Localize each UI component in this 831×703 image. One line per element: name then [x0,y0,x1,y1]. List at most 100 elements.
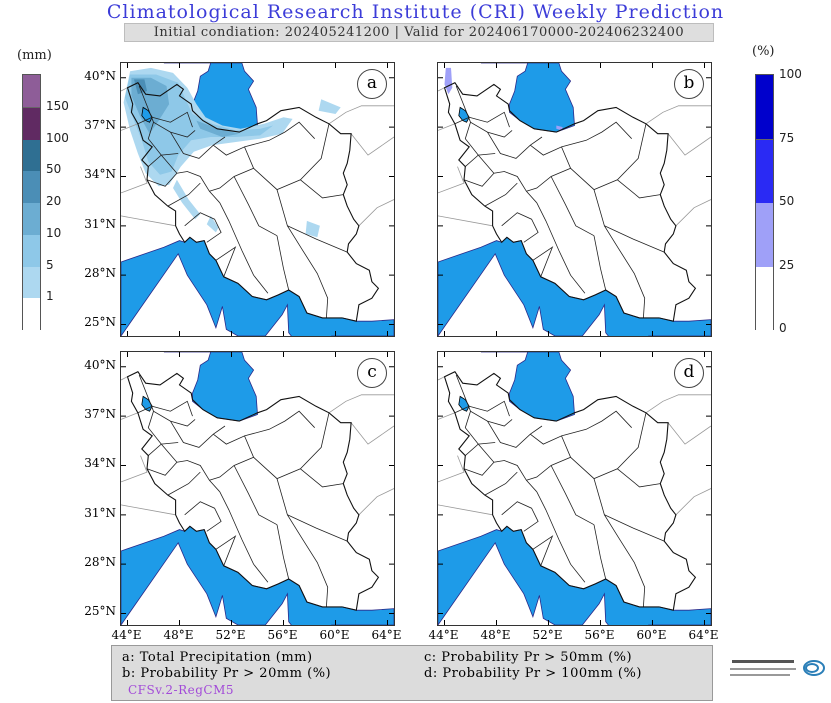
longitude-label: 52°E [532,628,563,642]
province-boundary [593,235,607,291]
longitude-label: 64°E [688,628,719,642]
map-tick [438,352,711,625]
map-panel-probability-50mm: c [120,351,395,626]
province-boundary [501,501,539,532]
main-title: Climatological Research Institute (CRI) … [106,1,725,23]
longitude-label: 56°E [267,628,298,642]
precip-color-segment [23,170,40,203]
province-boundary [148,153,179,167]
iran-outline [443,81,697,322]
legend-item-c: c: Probability Pr > 50mm (%) [424,650,633,665]
province-boundary [287,225,348,253]
province-boundary [219,202,269,294]
province-boundary [617,179,661,199]
precip-tick-label: 50 [46,162,62,177]
province-boundary [276,478,329,607]
institute-logo-icon [728,654,828,696]
forecast-validity-subtitle: Initial condiation: 202405241200 | Valid… [124,23,714,42]
latitude-label: 25°N [84,315,116,330]
province-boundary [184,212,222,243]
latitude-label: 31°N [84,505,116,520]
longitude-label: 60°E [319,628,350,642]
province-boundary [550,465,595,526]
map-canvas [121,352,394,625]
precip-color-segment [23,297,40,330]
longitude-label: 60°E [636,628,667,642]
province-boundary [536,491,586,583]
probability-tick-label: 50 [779,194,795,208]
neighbor-country-boundary [438,123,456,131]
model-name: CFSv.2-RegCM5 [128,683,235,697]
iran-outline [443,370,697,611]
province-boundary [604,514,665,542]
province-boundary [233,465,278,526]
precip-color-segment [23,75,40,107]
probability-color-segment [756,202,773,267]
longitude-label: 64°E [371,628,402,642]
province-boundary [219,491,269,583]
map-panel-total-precipitation: a [120,62,395,337]
neighbor-country-boundary [350,133,394,156]
longitude-label: 52°E [215,628,246,642]
neighbor-country-boundary [667,133,711,156]
latitude-label: 31°N [84,216,116,231]
neighbor-country-boundary [121,455,148,483]
map-panel-probability-20mm: b [437,62,712,337]
latitude-label: 40°N [84,357,116,372]
neighbor-country-boundary [121,412,139,420]
province-boundary [604,225,665,253]
province-boundary [463,460,538,493]
province-boundary [454,116,470,125]
province-boundary [152,400,193,417]
province-boundary [464,122,495,174]
map-tick [121,63,394,336]
probability-color-segment [756,265,773,330]
probability-colorbar [755,74,774,330]
neighbor-country-boundary [121,87,128,92]
province-boundary [152,111,193,128]
province-boundary [532,246,554,277]
province-boundary [167,471,201,496]
province-boundary [617,468,661,488]
province-boundary [532,535,554,566]
province-boundary [215,535,237,566]
province-boundary [146,460,221,493]
panel-label-d: d [674,358,704,388]
latitude-label: 40°N [84,68,116,83]
legend-item-b: b: Probability Pr > 20mm (%) [122,666,332,681]
map-canvas [121,63,394,336]
precip-color-segment [23,233,40,267]
province-boundary [561,121,632,148]
neighbor-country-boundary [438,455,465,483]
province-boundary [209,144,255,192]
legend-item-d: d: Probability Pr > 100mm (%) [424,666,642,681]
province-boundary [167,182,201,207]
neighbor-country-boundary [645,394,711,414]
precip-tick-label: 5 [46,257,54,272]
longitude-label: 44°E [111,628,142,642]
province-boundary [570,412,647,480]
probability-tick-label: 100 [779,67,802,81]
latitude-label: 25°N [84,604,116,619]
neighbor-country-boundary [121,504,176,516]
iran-outline [126,370,380,611]
province-boundary [300,179,344,199]
probability-color-segment [756,138,773,203]
legend-item-a: a: Total Precipitation (mm) [122,650,313,665]
province-boundary [469,111,510,128]
province-boundary [147,122,178,174]
longitude-label: 44°E [428,628,459,642]
province-boundary [464,411,495,463]
province-boundary [253,412,330,480]
longitude-label: 48°E [480,628,511,642]
province-boundary [244,121,315,148]
province-boundary [287,514,348,542]
province-boundary [487,131,543,159]
sea-water [163,352,258,422]
map-tick [121,352,394,625]
neighbor-country-boundary [358,199,394,227]
value-contour-region [318,99,341,114]
province-boundary [170,420,226,448]
probability-tick-label: 0 [779,321,787,335]
precip-tick-label: 1 [46,289,54,304]
